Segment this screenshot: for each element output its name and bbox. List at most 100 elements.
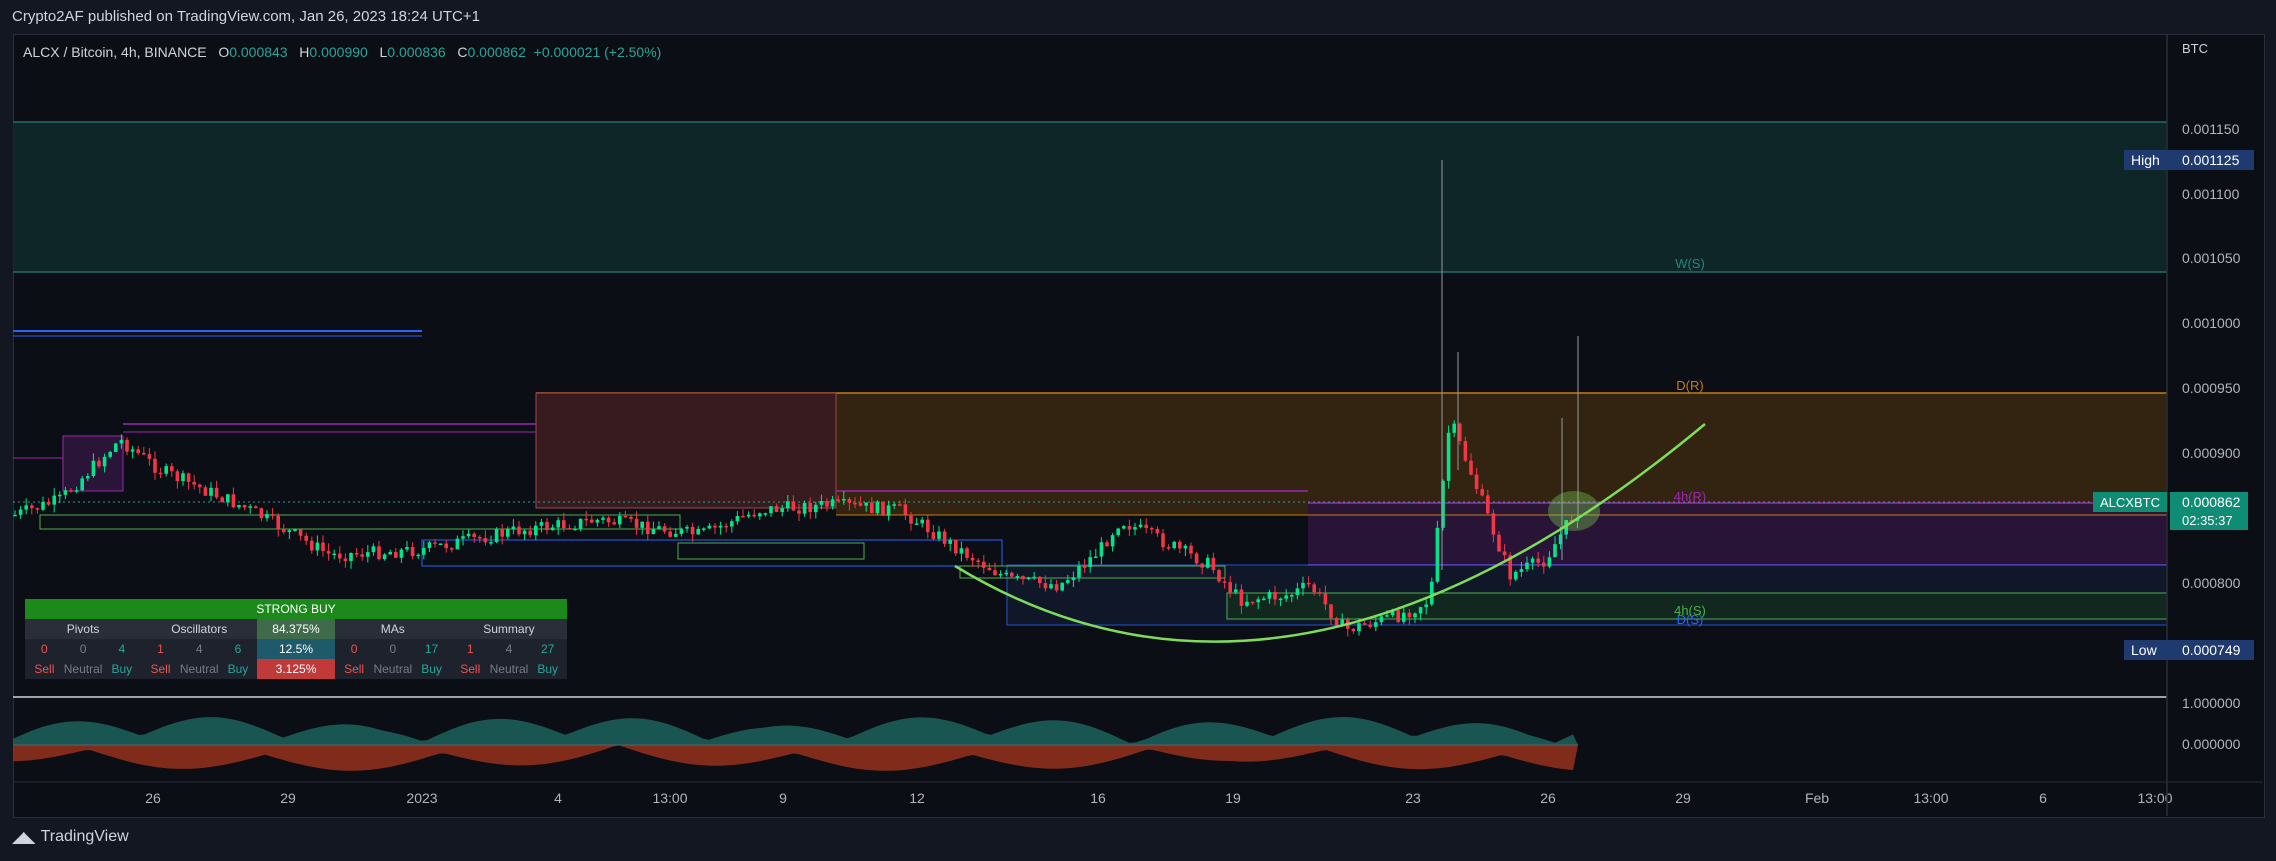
candle-body (629, 516, 633, 519)
currency-label: BTC (2182, 41, 2208, 56)
candle-body (198, 484, 202, 488)
low-label: Low (2131, 642, 2158, 658)
summary-neutral-label: Neutral (489, 659, 529, 679)
candle-body (1424, 604, 1428, 608)
candle-body (1306, 582, 1311, 585)
candle-body (1329, 604, 1333, 619)
candle-body (1082, 566, 1087, 568)
candle-body (1228, 582, 1232, 593)
candle-body (662, 526, 667, 532)
candle-body (1200, 563, 1204, 568)
ma-sell-count: 0 (334, 639, 374, 659)
candle-body (293, 529, 297, 531)
candle-body (282, 529, 286, 533)
candle-body (791, 501, 796, 511)
low-value: 0.000749 (2182, 642, 2241, 658)
pivots-neutral-label: Neutral (63, 659, 103, 679)
candle-body (304, 535, 308, 541)
neutral-percent: 12.5% (257, 639, 335, 659)
green-support-box-2 (677, 542, 865, 560)
candle-body (1262, 598, 1266, 601)
candle-body (1150, 527, 1154, 530)
candle-body (1458, 423, 1462, 441)
candle-body (164, 466, 168, 474)
candle-body (746, 514, 751, 517)
candle-body (618, 515, 622, 525)
candle-body (1245, 601, 1249, 606)
candle-body (562, 520, 566, 529)
candle-body (74, 490, 79, 492)
candle-body (192, 481, 196, 485)
candle-body (478, 536, 482, 539)
ma-buy-label: Buy (412, 659, 451, 679)
candle-body (1116, 528, 1120, 536)
high-ohlc-label: H (299, 44, 310, 60)
candle-body (1446, 432, 1451, 481)
candle-body (248, 506, 252, 508)
ma-neutral-label: Neutral (373, 659, 413, 679)
candle-body (399, 549, 404, 558)
time-tick: 13:00 (1913, 790, 1948, 806)
candle-body (1105, 542, 1109, 547)
candle-body (1256, 599, 1260, 603)
candle-body (1099, 542, 1104, 557)
candle-body (1362, 623, 1367, 625)
pivots-neutral-count: 0 (63, 639, 103, 659)
price-axis[interactable]: 0.001150 0.001100 0.001050 0.001000 0.000950… (2182, 121, 2241, 752)
candle-body (909, 514, 913, 524)
candle-body (595, 519, 600, 523)
candle-body (69, 490, 73, 492)
candle-body (970, 557, 975, 561)
symbol-info-bar[interactable]: ALCX / Bitcoin, 4h, BINANCE O0.000843 H0… (23, 44, 661, 60)
candle-body (1491, 513, 1496, 535)
candle-body (730, 521, 734, 527)
candle-body (298, 529, 303, 536)
ma-neutral-count: 0 (373, 639, 413, 659)
candle-body (1430, 581, 1434, 605)
time-tick: 13:00 (652, 790, 687, 806)
candle-body (388, 552, 392, 555)
candle-body (366, 552, 370, 557)
candle-body (455, 538, 460, 550)
time-tick: 6 (2039, 790, 2047, 806)
candle-body (58, 494, 62, 497)
candle-body (808, 503, 812, 513)
time-axis[interactable]: 26 29 2023 4 13:00 9 12 16 19 23 26 29 Feb 13:00 6 13:0… (145, 790, 2173, 806)
candle-body (1508, 555, 1512, 580)
candle-body (786, 501, 790, 509)
candle-body (780, 508, 784, 512)
symbol-name[interactable]: ALCX / Bitcoin, 4h, BINANCE (23, 44, 207, 60)
candle-body (511, 526, 516, 530)
candle-body (1312, 584, 1316, 593)
candle-body (1161, 533, 1165, 548)
candle-body (466, 533, 471, 537)
candle-body (80, 478, 84, 491)
price-tick: 0.000900 (2182, 445, 2241, 461)
countdown-value: 02:35:37 (2182, 513, 2233, 528)
candlestick-series (13, 160, 1580, 637)
technical-rating-panel: STRONG BUY Pivots Oscillators 84.375% MA… (25, 599, 568, 679)
candle-body (1122, 526, 1126, 529)
candle-body (332, 553, 336, 556)
candle-body (870, 502, 874, 514)
candle-body (1032, 576, 1036, 579)
candle-body (853, 502, 857, 505)
oscillator-positive-area (13, 717, 1578, 745)
close-value: 0.000862 (467, 44, 526, 60)
candle-body (237, 505, 241, 508)
last-price-bg (2170, 492, 2248, 530)
candle-body (102, 456, 107, 467)
candle-body (489, 542, 493, 544)
footer-brand[interactable]: ◢◣ TradingView (12, 827, 129, 847)
candle-body (1010, 572, 1014, 577)
candle-body (1547, 557, 1552, 567)
oscillator-series (13, 717, 1578, 771)
candle-body (802, 503, 807, 514)
candle-body (63, 490, 68, 495)
candle-body (1542, 562, 1546, 567)
candle-body (1497, 534, 1501, 552)
candle-body (287, 530, 292, 533)
candle-body (954, 539, 958, 554)
osc-sell-label: Sell (141, 659, 180, 679)
